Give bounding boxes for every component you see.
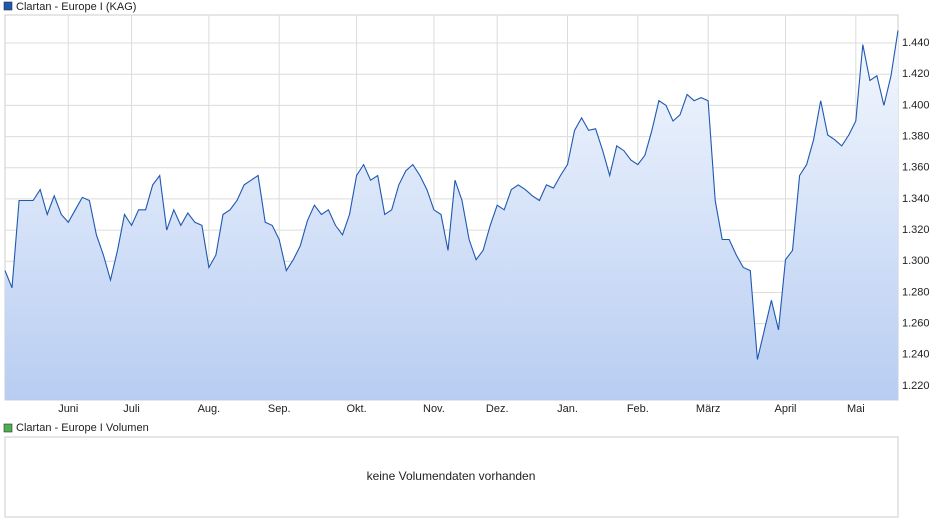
price-line [4,30,899,360]
y-tick-label: 1.420 [902,68,930,80]
legend-swatch [3,423,13,433]
x-tick-label: Sep. [268,403,291,415]
y-tick-label: 1.320 [902,224,930,236]
legend-swatch [3,1,13,11]
legend-label: Clartan - Europe I (KAG) [16,1,136,13]
x-tick-label: März [696,403,720,415]
x-tick-label: April [774,403,796,415]
volume-message: keine Volumendaten vorhanden [367,469,536,483]
x-tick-label: Juni [58,403,78,415]
volume-frame [4,436,899,518]
x-tick-label: Dez. [486,403,509,415]
y-tick-label: 1.260 [902,318,930,330]
y-tick-label: 1.400 [902,99,930,111]
y-tick-label: 1.300 [902,255,930,267]
x-tick-label: Juli [123,403,140,415]
x-tick-label: Okt. [346,403,366,415]
x-tick-label: Mai [847,403,865,415]
x-tick-label: Aug. [198,403,221,415]
y-tick-label: 1.240 [902,349,930,361]
y-tick-label: 1.440 [902,37,930,49]
y-tick-label: 1.280 [902,286,930,298]
y-tick-label: 1.220 [902,380,930,392]
y-tick-label: 1.380 [902,130,930,142]
x-tick-label: Jan. [557,403,578,415]
y-tick-label: 1.340 [902,193,930,205]
y-tick-label: 1.360 [902,162,930,174]
volume-title: Clartan - Europe I Volumen [16,422,149,434]
x-tick-label: Nov. [423,403,445,415]
x-tick-label: Feb. [627,403,649,415]
